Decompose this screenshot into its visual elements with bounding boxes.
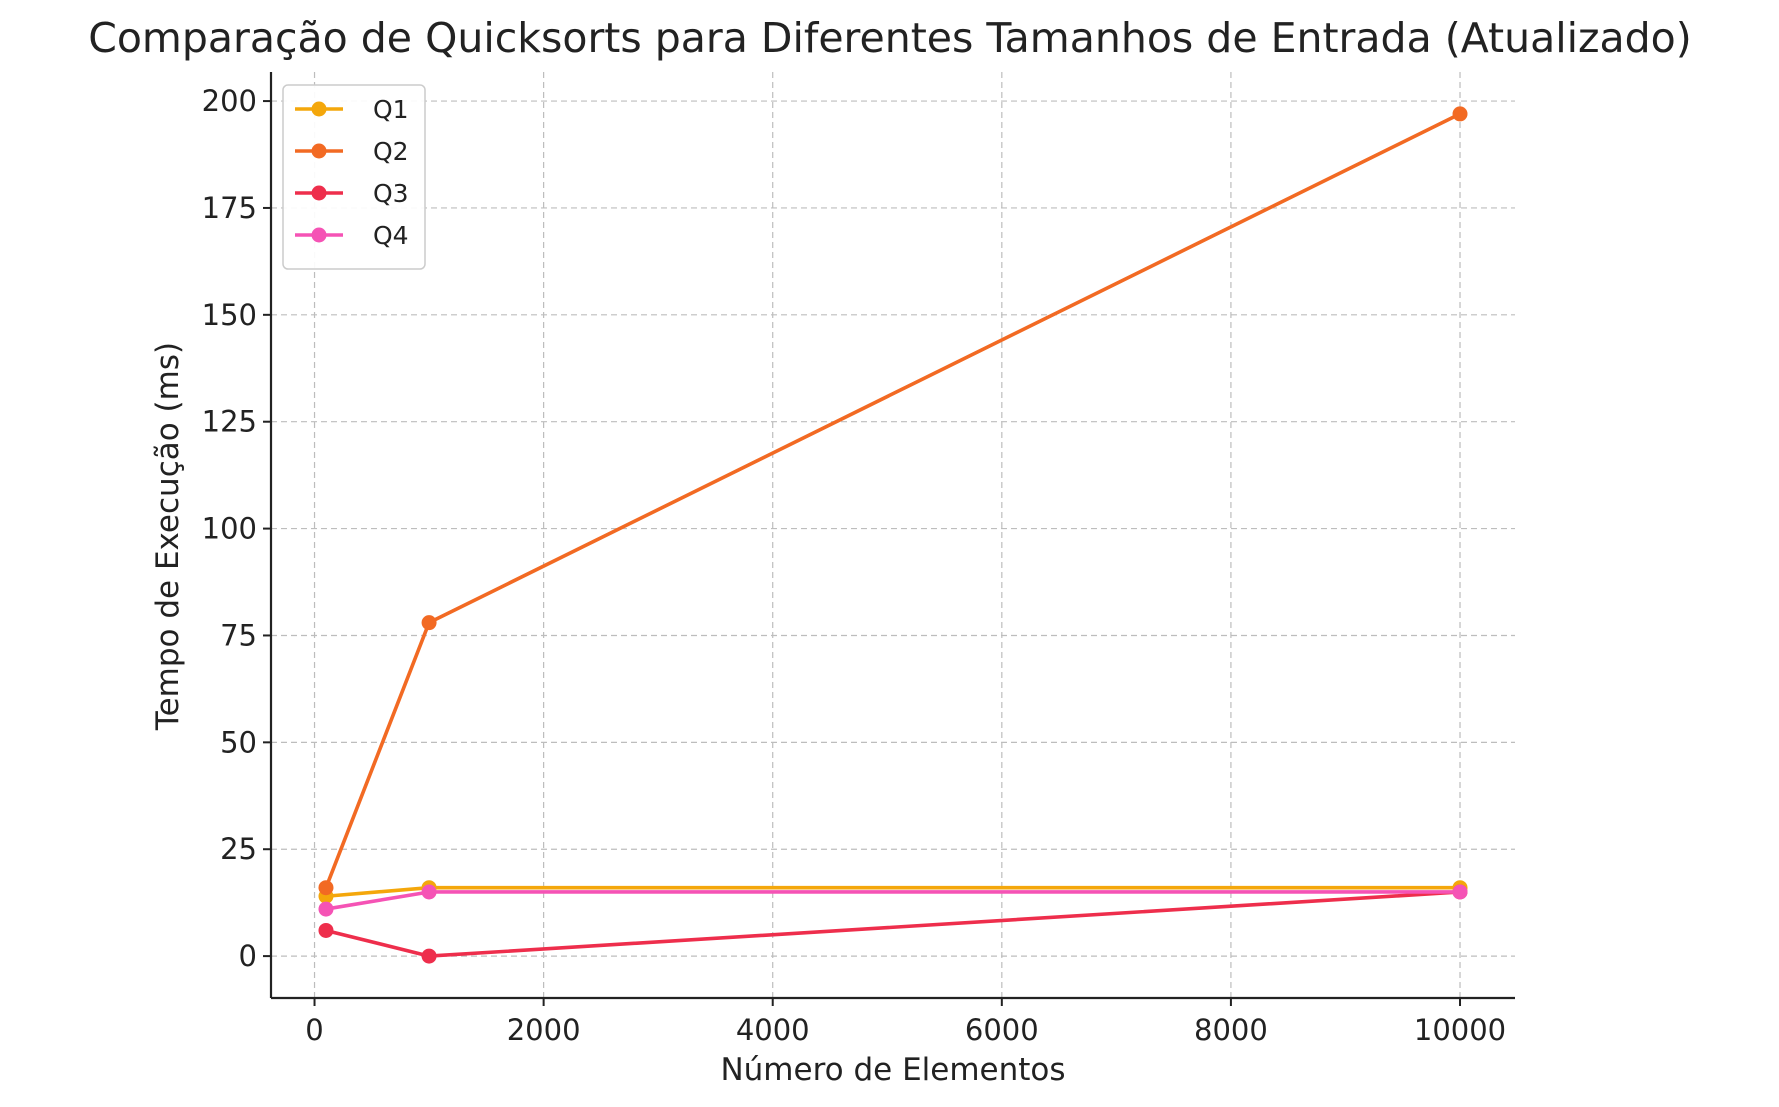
axes: [269, 72, 1515, 1000]
series-q2: [318, 106, 1468, 896]
legend-marker: [311, 143, 327, 159]
y-tick-label: 175: [202, 191, 257, 225]
chart-title: Comparação de Quicksorts para Diferentes…: [88, 14, 1692, 62]
series-line-q4: [325, 890, 1461, 911]
x-tick-label: 8000: [1194, 1013, 1268, 1047]
legend-item-q4: Q4: [295, 221, 409, 250]
legend-marker: [311, 101, 327, 117]
legend-label: Q4: [373, 221, 409, 250]
data-point-q4: [318, 901, 334, 917]
y-tick-label: 25: [220, 832, 257, 866]
x-tick-label: 2000: [507, 1013, 581, 1047]
data-point-q4: [1452, 884, 1468, 900]
grid: [271, 72, 1515, 998]
y-tick-label: 100: [202, 512, 257, 546]
legend-item-q3: Q3: [295, 179, 409, 208]
y-tick-label: 200: [202, 84, 257, 118]
series-line-q3: [325, 890, 1461, 958]
y-tick-label: 75: [220, 618, 257, 652]
ticks: 0 2000 4000 6000 8000 10000 0 25 50 75 100 125 150 17…: [202, 84, 1507, 1047]
legend-frame: [282, 84, 426, 270]
data-point-q3: [318, 922, 334, 938]
legend-item-q1: Q1: [295, 95, 409, 124]
data-point-q4: [421, 884, 437, 900]
y-tick-label: 150: [202, 298, 257, 332]
series-q4: [318, 884, 1468, 917]
x-tick-label: 10000: [1414, 1013, 1506, 1047]
legend-marker: [311, 185, 327, 201]
x-tick-label: 4000: [736, 1013, 810, 1047]
legend: Q1 Q2 Q3 Q4: [282, 84, 426, 270]
y-tick-label: 50: [220, 725, 257, 759]
series-line-q2: [324, 112, 1461, 889]
legend-item-q2: Q2: [295, 137, 409, 166]
legend-label: Q3: [373, 179, 409, 208]
series-q3: [318, 884, 1468, 964]
y-axis-label: Tempo de Execução (ms): [150, 342, 186, 731]
x-axis-label: Número de Elementos: [720, 1052, 1065, 1088]
legend-label: Q2: [373, 137, 409, 166]
legend-marker: [311, 227, 327, 243]
y-tick-label: 125: [202, 405, 257, 439]
data-point-q2: [318, 880, 334, 896]
legend-label: Q1: [373, 95, 409, 124]
data-point-q3: [421, 948, 437, 964]
data-point-q2: [421, 615, 437, 631]
series-layer: [318, 106, 1468, 964]
x-tick-label: 6000: [965, 1013, 1039, 1047]
y-tick-label: 0: [239, 939, 257, 973]
x-tick-label: 0: [305, 1013, 323, 1047]
data-point-q2: [1452, 106, 1468, 122]
